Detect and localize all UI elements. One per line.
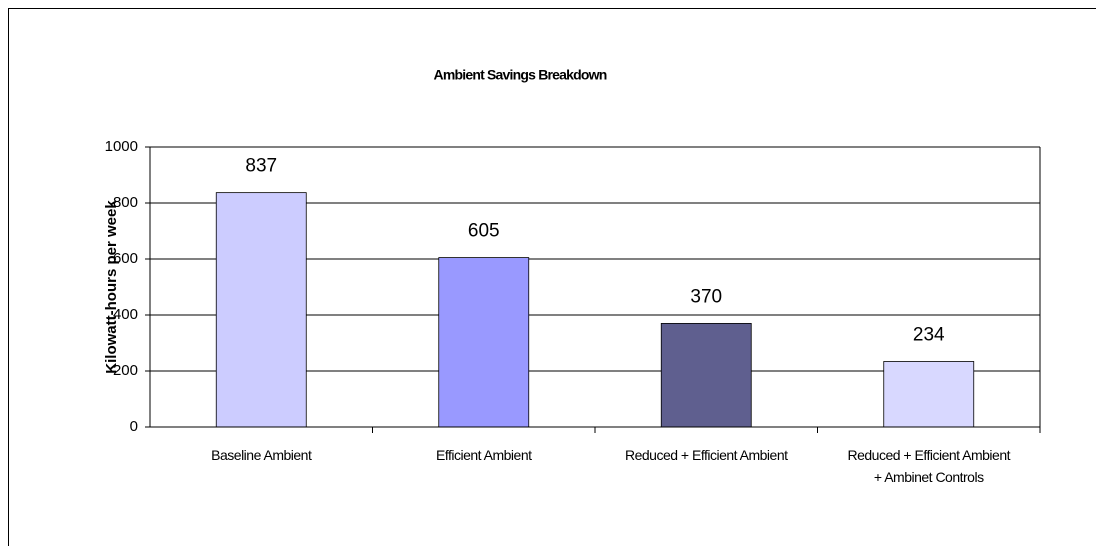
y-tick-label: 800 xyxy=(113,194,138,211)
data-label: 234 xyxy=(913,324,945,345)
data-label: 837 xyxy=(245,156,277,177)
x-tick-label: Baseline Ambient xyxy=(211,447,312,463)
y-tick-label: 200 xyxy=(113,362,138,379)
bar xyxy=(215,192,307,428)
y-tick-label: 600 xyxy=(113,250,138,267)
y-tick-label: 1000 xyxy=(105,138,138,155)
y-tick-label: 0 xyxy=(130,418,138,435)
data-label: 605 xyxy=(468,221,500,242)
x-tick-label: Reduced + Efficient Ambient + Ambinet Co… xyxy=(847,447,1011,485)
y-axis-label: Kilowatt-hours per week xyxy=(103,200,120,374)
chart-border xyxy=(8,8,1096,546)
bar xyxy=(660,322,752,428)
bar xyxy=(438,257,530,428)
x-tick-label: Reduced + Efficient Ambient xyxy=(624,447,788,463)
y-tick-label: 400 xyxy=(113,306,138,323)
chart-title: Ambient Savings Breakdown xyxy=(434,67,607,83)
x-tick-label: Efficient Ambient xyxy=(435,447,532,463)
bar xyxy=(883,361,975,428)
data-label: 370 xyxy=(690,286,722,307)
